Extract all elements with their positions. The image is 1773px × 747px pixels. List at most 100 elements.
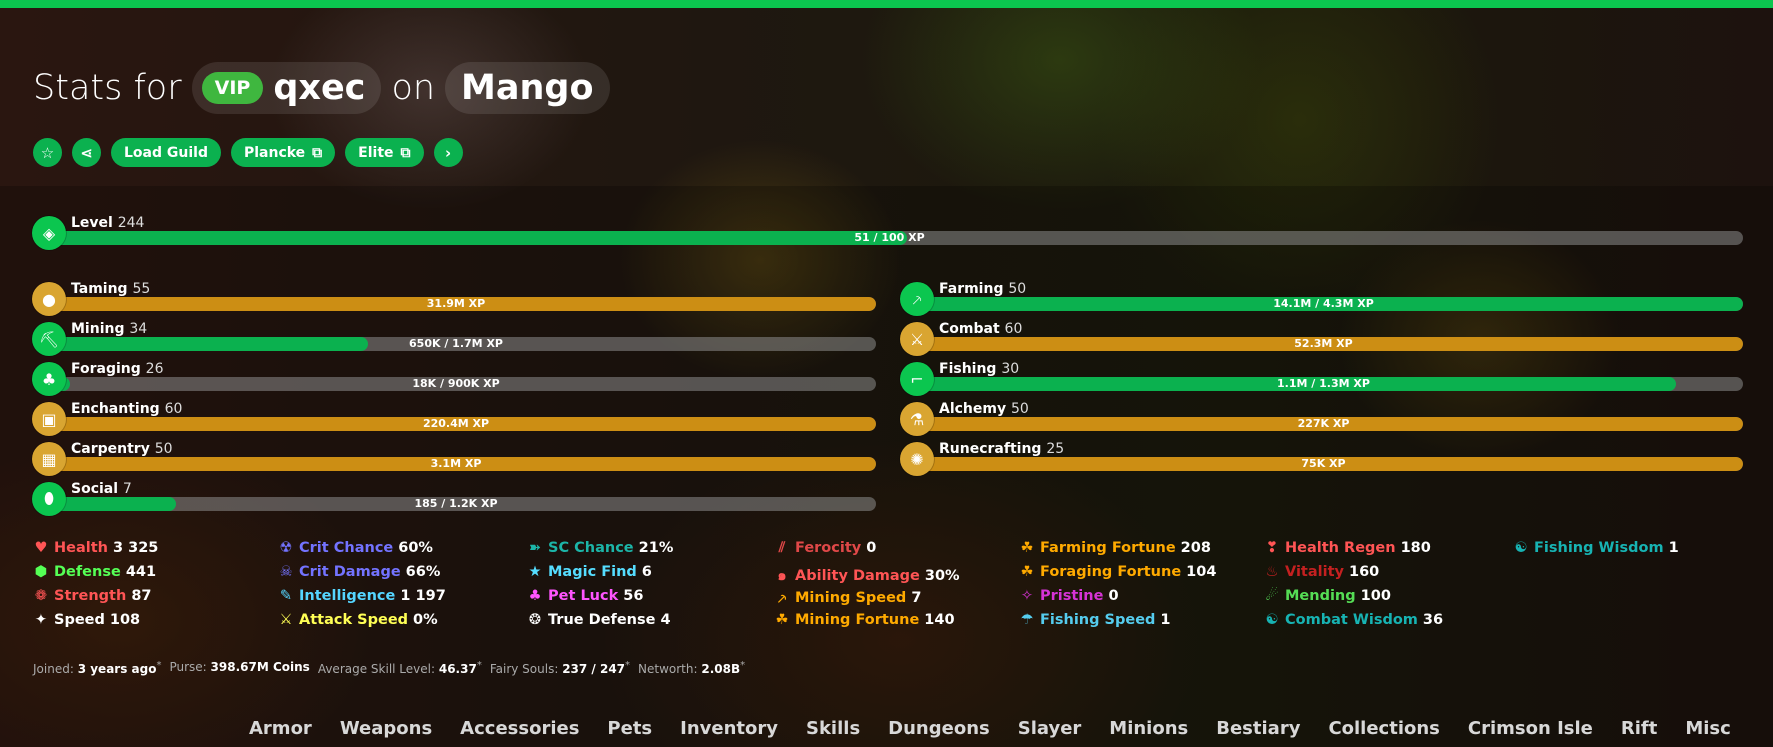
sword-icon: ⚔ — [900, 322, 934, 356]
skill-label: Enchanting 60 — [71, 401, 182, 417]
skill-level: 30 — [1001, 361, 1020, 377]
brewing-stand-icon: ⚗ — [900, 402, 934, 436]
skill-progress-fill — [36, 457, 876, 471]
skill-name: Foraging — [71, 361, 141, 377]
info-tooltip-marker[interactable]: * — [476, 660, 482, 671]
skill-xp: 75K XP — [1301, 457, 1346, 470]
wisdom-icon: ☯ — [1514, 540, 1528, 556]
stat-label: Strength — [54, 588, 127, 604]
stat-value: 0 — [866, 540, 877, 556]
stat-label: Speed — [54, 612, 105, 628]
clover-icon: ☘ — [1020, 540, 1034, 556]
pickaxe-icon: ⛏ — [32, 322, 66, 356]
tab-rift[interactable]: Rift — [1620, 718, 1658, 739]
stat-true-defense: ❂ True Defense 4 — [527, 612, 671, 628]
stat-ability-damage: ๑ Ability Damage 30% — [774, 564, 959, 587]
tab-inventory[interactable]: Inventory — [680, 718, 778, 739]
info-label: Networth: — [638, 662, 698, 676]
skill-taming: ● Taming 55 31.9M XP — [32, 281, 876, 322]
stat-value: 60% — [398, 540, 433, 556]
skill-label: Farming 50 — [939, 281, 1026, 297]
stat-label: Vitality — [1285, 564, 1344, 580]
skill-label: Fishing 30 — [939, 361, 1019, 377]
tab-bestiary[interactable]: Bestiary — [1216, 718, 1301, 739]
pristine-icon: ✧ — [1020, 588, 1034, 604]
stat-value: 208 — [1180, 540, 1211, 556]
profile-pill[interactable]: Mango — [445, 62, 610, 114]
emerald-icon: ⬮ — [32, 482, 66, 516]
skill-runecrafting: ✺ Runecrafting 25 75K XP — [900, 441, 1743, 482]
skill-carpentry: ▦ Carpentry 50 3.1M XP — [32, 441, 876, 482]
stat-combat-wisdom: ☯ Combat Wisdom 36 — [1264, 612, 1444, 628]
skill-label: Foraging 26 — [71, 361, 163, 377]
profile-info: Joined: 3 years ago* Purse: 398.67M Coins… — [33, 660, 745, 676]
info-tooltip-marker[interactable]: * — [625, 660, 631, 671]
vip-badge: VIP — [201, 72, 264, 104]
skill-level: 26 — [145, 361, 164, 377]
stat-value: 7 — [911, 590, 922, 606]
info-tooltip-marker[interactable]: * — [156, 660, 162, 671]
skill-progress-bar: 52.3M XP — [904, 337, 1743, 351]
stat-label: Magic Find — [548, 564, 637, 580]
skill-xp: 31.9M XP — [426, 297, 486, 310]
skill-xp: 52.3M XP — [1294, 337, 1353, 350]
plancke-button[interactable]: Plancke ⧉ — [230, 138, 336, 167]
tab-dungeons[interactable]: Dungeons — [888, 718, 990, 739]
share-button[interactable]: ⋖ — [72, 138, 101, 167]
pickaxe-icon: ⸕ — [776, 591, 788, 607]
stat-value: 87 — [131, 588, 152, 604]
ferocity-icon: ⫽ — [778, 540, 786, 556]
skill-progress-fill — [904, 297, 1743, 311]
stat-label: Health Regen — [1285, 540, 1396, 556]
elite-label: Elite — [358, 144, 394, 161]
skill-level: 60 — [1004, 321, 1023, 337]
tab-minions[interactable]: Minions — [1109, 718, 1189, 739]
info-average-skill-level: Average Skill Level: 46.37* — [318, 660, 482, 676]
more-button[interactable]: › — [433, 138, 463, 167]
skill-progress-bar: 650K / 1.7M XP — [36, 337, 876, 351]
section-tabs: Armor Weapons Accessories Pets Inventory Skil… — [249, 718, 1731, 739]
favorite-button[interactable]: ☆ — [33, 138, 62, 167]
skill-name: Mining — [71, 321, 125, 337]
skill-label: Level 244 — [71, 215, 144, 231]
top-accent-bar — [0, 0, 1773, 8]
tab-misc[interactable]: Misc — [1685, 718, 1731, 739]
skill-level: 25 — [1046, 441, 1065, 457]
elite-button[interactable]: Elite ⧉ — [345, 138, 424, 167]
external-link-icon: ⧉ — [400, 144, 411, 161]
tab-skills[interactable]: Skills — [806, 718, 861, 739]
skill-progress-bar: 14.1M / 4.3M XP — [904, 297, 1743, 311]
skill-name: Enchanting — [71, 401, 160, 417]
load-guild-button[interactable]: Load Guild — [111, 138, 221, 167]
skill-level: 7 — [122, 481, 132, 497]
stat-value: 0% — [413, 612, 438, 628]
skill-level: 60 — [164, 401, 183, 417]
spawn-egg-icon: ● — [32, 282, 66, 316]
stat-value: 0 — [1108, 588, 1119, 604]
ability-damage-icon: ๑ — [777, 568, 787, 584]
skill-xp: 650K / 1.7M XP — [409, 337, 503, 350]
tab-pets[interactable]: Pets — [607, 718, 653, 739]
tab-slayer[interactable]: Slayer — [1017, 718, 1082, 739]
stat-label: Crit Damage — [299, 564, 401, 580]
skill-label: Mining 34 — [71, 321, 147, 337]
info-fairy-souls: Fairy Souls: 237 / 247* — [490, 660, 630, 676]
tab-accessories[interactable]: Accessories — [460, 718, 580, 739]
tab-collections[interactable]: Collections — [1328, 718, 1440, 739]
page-title: Stats for VIP qxec on Mango — [33, 62, 610, 114]
hoe-icon: ⸕ — [900, 282, 934, 316]
tab-weapons[interactable]: Weapons — [339, 718, 433, 739]
stat-label: Fishing Speed — [1040, 612, 1156, 628]
tab-crimson-isle[interactable]: Crimson Isle — [1467, 718, 1593, 739]
player-pill[interactable]: VIP qxec — [191, 62, 382, 114]
stat-sc-chance: ➽ SC Chance 21% — [527, 540, 673, 556]
stat-mining-fortune: ☘ Mining Fortune 140 — [774, 612, 955, 628]
speed-icon: ✦ — [34, 612, 48, 628]
external-link-icon: ⧉ — [312, 144, 323, 161]
tab-armor[interactable]: Armor — [249, 718, 312, 739]
skill-xp: 220.4M XP — [422, 417, 490, 430]
info-tooltip-marker[interactable]: * — [740, 660, 746, 671]
skill-xp: 3.1M XP — [430, 457, 482, 470]
heart-icon: ♥ — [34, 540, 48, 556]
skill-label: Carpentry 50 — [71, 441, 173, 457]
